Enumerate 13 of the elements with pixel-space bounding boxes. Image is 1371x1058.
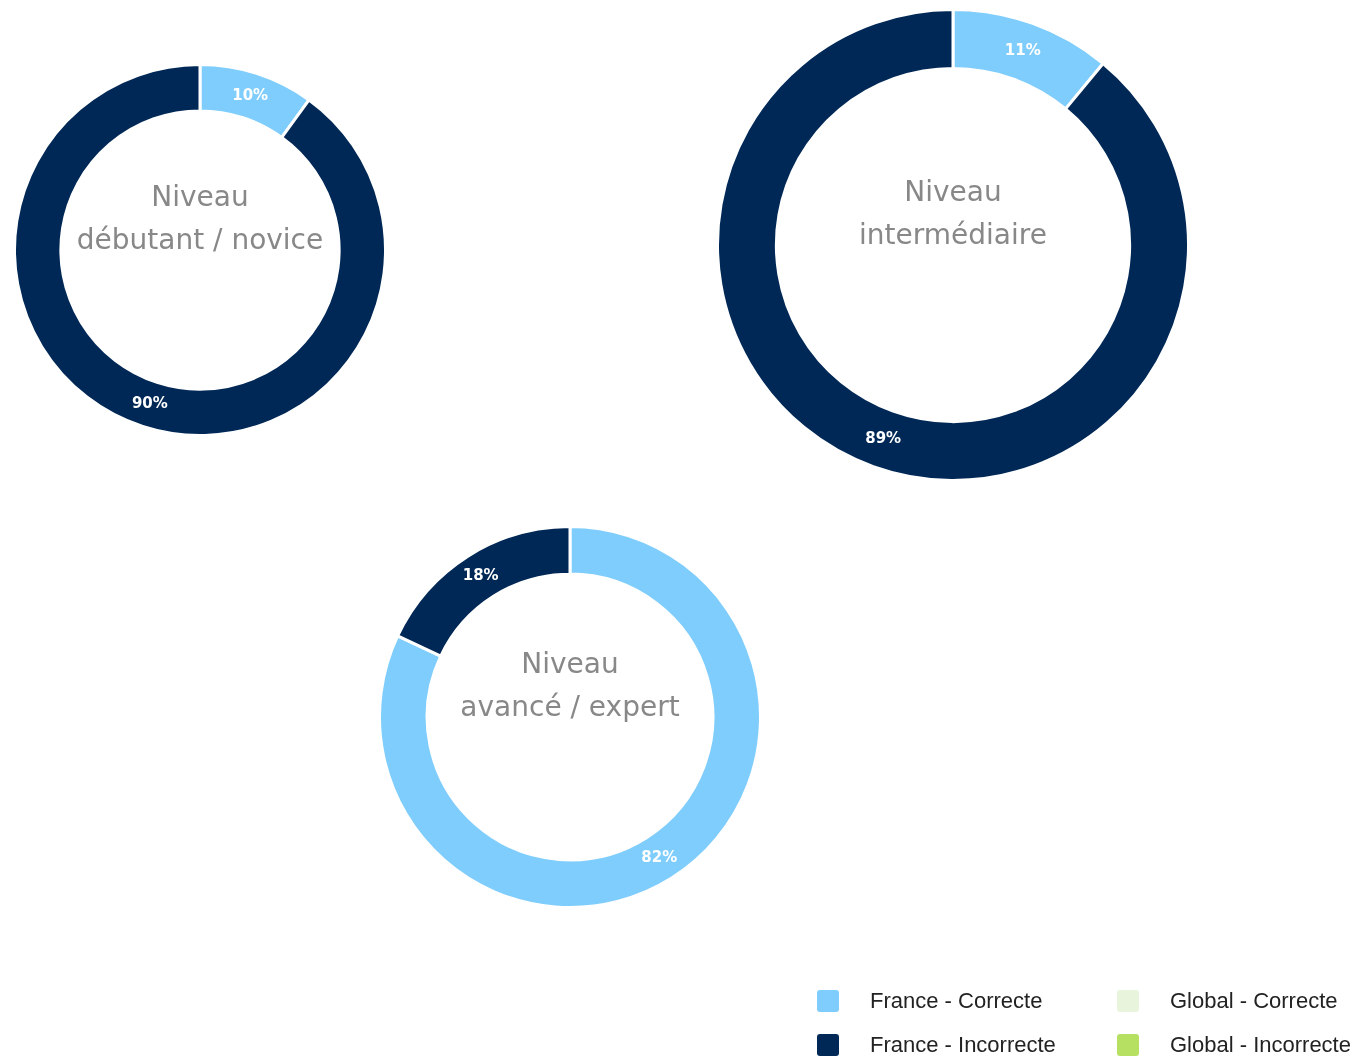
legend-label: France - Correcte [870, 988, 1043, 1014]
text: Niveau débutant / novice [76, 179, 324, 256]
text: Niveau avancé / expert [460, 646, 680, 723]
data-label: 89% [865, 428, 902, 447]
legend-label: Global - Correcte [1170, 988, 1338, 1014]
legend-label: Global - Incorrecte [1170, 1032, 1351, 1058]
data-label: 10% [232, 85, 269, 104]
text: Niveau intermédiaire [859, 174, 1047, 251]
data-label: 18% [462, 566, 499, 585]
data-label: 11% [1004, 41, 1041, 60]
data-label: 82% [641, 847, 678, 866]
data-label: 90% [131, 394, 168, 413]
legend-label: France - Incorrecte [870, 1032, 1056, 1058]
